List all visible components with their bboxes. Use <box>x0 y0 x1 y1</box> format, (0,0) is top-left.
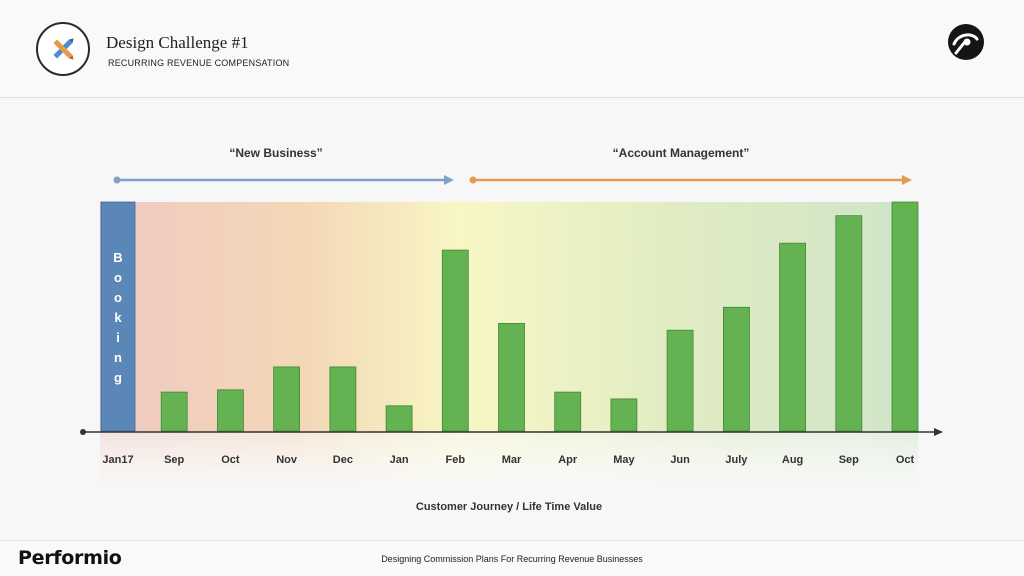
x-tick-label: July <box>725 454 748 466</box>
x-tick-label: Jan17 <box>102 454 133 466</box>
x-tick-label: May <box>613 454 635 466</box>
x-tick-label: Mar <box>502 454 522 466</box>
phase-label-new-business: “New Business” <box>229 146 322 160</box>
bars <box>100 201 919 432</box>
footer: Performio Designing Commission Plans For… <box>0 540 1024 576</box>
phase-arrow-new-business <box>113 175 454 185</box>
bar-jun-10 <box>666 329 694 432</box>
x-axis-label: Customer Journey / Life Time Value <box>416 501 602 513</box>
bar-apr-8 <box>554 391 582 432</box>
x-tick-label: Dec <box>333 454 353 466</box>
footer-caption: Designing Commission Plans For Recurring… <box>381 554 643 564</box>
bar-jan-5 <box>385 405 413 432</box>
footer-brand: Performio <box>18 547 122 569</box>
booking-bar <box>100 201 136 432</box>
plot-background-fade-mask <box>100 432 918 488</box>
x-tick-label: Apr <box>558 454 578 466</box>
bar-feb-6 <box>441 249 469 432</box>
x-tick-label: Jan <box>390 454 409 466</box>
x-tick-label: Sep <box>164 454 184 466</box>
booking-label-letter: k <box>114 310 122 325</box>
page-title: Design Challenge #1 <box>106 33 249 52</box>
booking-label-letter: o <box>114 290 122 305</box>
x-tick-label: Oct <box>896 454 915 466</box>
x-tick-label: Aug <box>782 454 803 466</box>
x-axis <box>80 428 943 436</box>
bar-sep-13 <box>835 215 863 432</box>
revenue-chart: “New Business” “Account Management” Book… <box>80 146 943 513</box>
crossed-pencils-icon <box>53 38 74 60</box>
logo-badge <box>36 22 90 76</box>
phase-arrow-account-management <box>469 175 912 185</box>
bar-mar-7 <box>498 322 525 432</box>
phase-label-account-management: “Account Management” <box>613 146 750 160</box>
x-tick-label: Feb <box>446 454 466 466</box>
booking-label-letter: g <box>114 370 122 385</box>
booking-label-letter: B <box>113 250 122 265</box>
x-tick-label: Nov <box>276 454 298 466</box>
bar-dec-4 <box>329 366 357 432</box>
bar-july-11 <box>723 306 750 432</box>
bar-oct-2 <box>216 389 244 432</box>
bar-may-9 <box>610 398 638 432</box>
booking-label-letter: o <box>114 270 122 285</box>
bar-nov-3 <box>273 366 301 432</box>
booking-label-letter: n <box>114 350 122 365</box>
x-tick-label: Oct <box>221 454 240 466</box>
performio-swirl-icon <box>948 24 984 60</box>
x-tick-label: Sep <box>839 454 859 466</box>
header: Design Challenge #1 RECURRING REVENUE CO… <box>0 0 1024 98</box>
bar-aug-12 <box>779 242 806 432</box>
bar-sep-1 <box>160 391 188 432</box>
x-tick-labels: Jan17 Sep Oct Nov Dec Jan Feb Mar Apr May Jun July A… <box>102 454 914 466</box>
page-subtitle: RECURRING REVENUE COMPENSATION <box>108 58 290 68</box>
bar-oct-14 <box>891 201 919 432</box>
x-tick-label: Jun <box>670 454 690 466</box>
booking-label-letter: i <box>116 330 120 345</box>
